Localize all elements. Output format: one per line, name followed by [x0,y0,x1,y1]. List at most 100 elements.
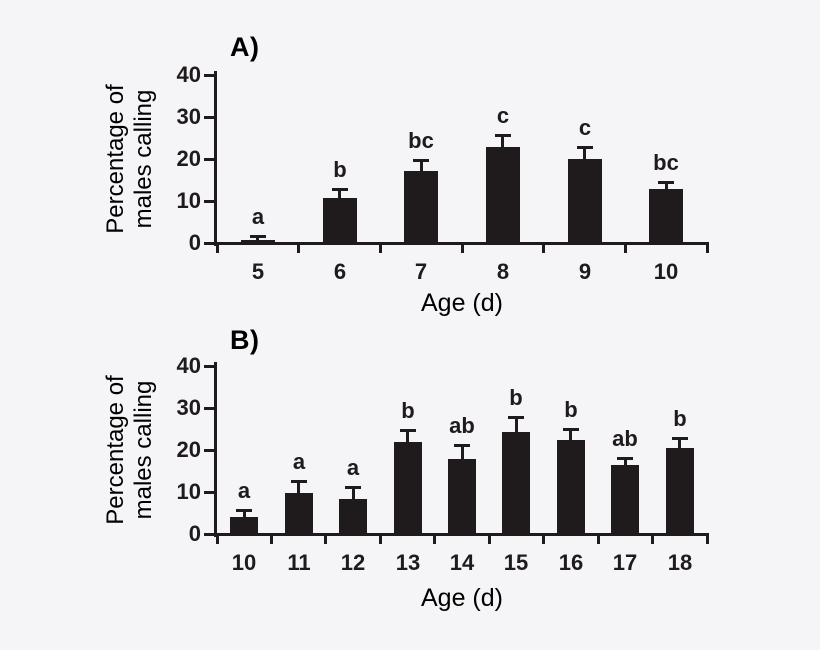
y-tick-label: 10 [176,188,201,213]
x-tick-label-age-8: 8 [496,259,510,284]
error-bar-stem-age-16 [569,429,572,442]
bar-age-16 [557,440,585,536]
x-axis-tick [216,245,219,253]
panel-a-label: A) [230,32,260,62]
y-tick-label: 20 [176,146,201,171]
error-bar-stem-age-6 [338,189,341,200]
sig-letter-age-10: bc [653,150,679,175]
x-tick-label-age-17: 17 [612,550,638,575]
x-axis-tick [270,536,273,544]
error-bar-cap-age-10 [658,181,674,184]
sig-letter-age-10: a [237,478,251,503]
panel-b-label: B) [230,325,260,355]
sig-letter-age-9: c [578,115,592,140]
error-bar-stem-age-5 [256,236,259,242]
x-axis-tick [706,536,709,544]
bar-age-8 [486,147,520,245]
error-bar-cap-age-6 [332,188,348,191]
bar-age-18 [666,448,694,536]
sig-letter-age-15: b [509,385,523,410]
x-tick-label-age-15: 15 [503,550,529,575]
error-bar-cap-age-13 [400,429,416,432]
bar-age-6 [323,198,357,245]
x-axis-line [214,242,709,245]
y-tick-label: 20 [176,437,201,462]
error-bar-stem-age-10 [665,182,668,191]
x-axis-tick [542,245,545,253]
x-tick-label-age-16: 16 [558,550,584,575]
bar-age-10 [649,189,683,245]
error-bar-stem-age-14 [461,445,464,461]
y-axis-tick [204,491,215,494]
x-tick-label-age-6: 6 [333,259,347,284]
y-axis-line [214,362,217,537]
bar-age-14 [448,459,476,536]
y-axis-tick [204,407,215,410]
bar-age-11 [285,493,313,536]
x-axis-tick [706,245,709,253]
y-tick-label: 40 [176,353,201,378]
x-axis-tick [216,536,219,544]
error-bar-cap-age-11 [291,480,307,483]
error-bar-stem-age-13 [406,430,409,444]
error-bar-stem-age-11 [297,481,300,495]
x-axis-title-b: Age (d) [421,584,503,612]
x-tick-label-age-7: 7 [414,259,428,284]
x-axis-tick [542,536,545,544]
y-tick-label: 30 [176,104,201,129]
sig-letter-age-8: c [496,103,510,128]
y-tick-label: 0 [188,230,201,255]
bar-age-17 [611,465,639,536]
x-tick-label-age-18: 18 [667,550,693,575]
error-bar-stem-age-8 [501,135,504,149]
bar-age-12 [339,499,367,536]
x-tick-label-age-12: 12 [340,550,366,575]
sig-letter-age-11: a [292,449,306,474]
x-axis-tick [379,245,382,253]
y-axis-tick [204,449,215,452]
x-axis-tick [297,245,300,253]
error-bar-cap-age-12 [345,486,361,489]
x-axis-tick [651,536,654,544]
error-bar-stem-age-15 [515,417,518,434]
y-tick-label: 10 [176,479,201,504]
x-tick-label-age-10: 10 [653,259,679,284]
y-axis-tick [204,200,215,203]
bar-age-10 [230,517,258,536]
error-bar-cap-age-17 [617,457,633,460]
sig-letter-age-6: b [333,157,347,182]
x-axis-tick [624,245,627,253]
x-axis-tick [433,536,436,544]
error-bar-stem-age-12 [352,487,355,501]
sig-letter-age-12: a [346,455,360,480]
bar-age-9 [568,159,602,245]
y-axis-tick [204,74,215,77]
x-tick-label-age-11: 11 [287,550,311,575]
x-axis-tick [461,245,464,253]
x-tick-label-age-14: 14 [449,550,475,575]
sig-letter-age-14: ab [449,413,475,438]
x-axis-tick [597,536,600,544]
bar-age-7 [404,171,438,245]
sig-letter-age-13: b [401,398,415,423]
error-bar-cap-age-18 [672,437,688,440]
error-bar-stem-age-9 [583,147,586,161]
bar-age-15 [502,432,530,536]
x-axis-title-a: Age (d) [421,289,503,317]
x-axis-tick [324,536,327,544]
y-axis-tick [204,533,215,536]
y-axis-tick [204,116,215,119]
y-tick-label: 30 [176,395,201,420]
y-axis-tick [204,242,215,245]
x-tick-label-age-13: 13 [395,550,421,575]
error-bar-cap-age-8 [495,134,511,137]
sig-letter-age-17: ab [612,426,638,451]
error-bar-cap-age-14 [454,444,470,447]
error-bar-stem-age-7 [420,160,423,173]
sig-letter-age-16: b [564,397,578,422]
x-tick-label-age-5: 5 [251,259,265,284]
